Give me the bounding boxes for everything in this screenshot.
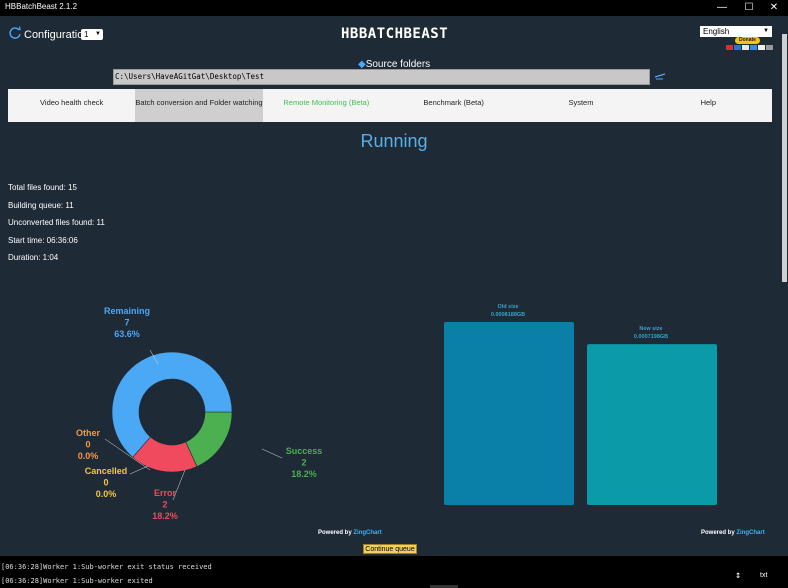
log-panel: [06:36:28]Worker 1:Sub-worker exit statu… (0, 556, 788, 588)
pie-label-success: 18.2% (291, 469, 317, 479)
source-folders-label: ◆Source folders (358, 59, 430, 70)
main-tabs: Video health check Batch conversion and … (8, 89, 772, 122)
window-title: HBBatchBeast 2.1.2 (5, 2, 78, 11)
powered-by-left: Powered by ZingChart (318, 530, 382, 536)
unconverted-files: Unconverted files found: 11 (8, 218, 105, 228)
pie-leader-line (129, 465, 149, 475)
refresh-icon[interactable] (8, 26, 22, 40)
powered-by-prefix: Powered by (318, 530, 352, 536)
tab-system[interactable]: System (568, 98, 594, 107)
total-files: Total files found: 15 (8, 183, 77, 192)
title-bar: HBBatchBeast 2.1.2 — ☐ ✕ (0, 0, 788, 16)
txt-button[interactable]: txt (760, 572, 768, 579)
queue-stats: Total files found: 15 Building queue: 11… (8, 183, 105, 271)
building-queue: Building queue: 11 (8, 200, 74, 210)
continue-queue-button[interactable]: Continue queue (363, 544, 417, 554)
diamond-icon: ◆ (358, 59, 366, 70)
pie-slice-remaining (111, 351, 233, 458)
pie-label-success: Success (286, 446, 323, 456)
powered-by-right: Powered by ZingChart (701, 530, 765, 536)
payment-cards (726, 45, 773, 50)
donate-button[interactable]: Donate (735, 37, 760, 44)
start-time: Start time: 06:36:06 (8, 235, 78, 245)
pie-leader-line (172, 469, 186, 501)
zingchart-link[interactable]: ZingChart (736, 530, 765, 536)
horizontal-scrollbar[interactable] (430, 585, 458, 588)
maximize-button[interactable]: ☐ (744, 2, 754, 13)
bar-old-size (444, 322, 574, 505)
pie-label-error: 2 (162, 500, 167, 510)
tab-video-health-check[interactable]: Video health check (40, 98, 104, 107)
bar-category-label: New size (639, 326, 662, 332)
folder-picker-icon[interactable] (654, 70, 666, 82)
pie-leader-line (104, 438, 151, 471)
card-icon (734, 45, 741, 50)
source-folder-input[interactable]: C:\Users\HaveAGitGat\Desktop\Test (113, 69, 650, 85)
minimize-button[interactable]: — (717, 2, 727, 13)
pie-leader-line (149, 349, 159, 365)
source-folders-text: Source folders (365, 59, 431, 70)
tab-remote-monitoring[interactable]: Remote Monitoring (Beta) (283, 98, 370, 107)
size-bar-chart: Old size 0.0008188GB New size 0.0007198GB (444, 304, 717, 505)
card-icon (726, 45, 733, 50)
configuration-label: Configuration (24, 29, 90, 41)
status-heading: Running (360, 131, 428, 151)
scroll-toggle-icon[interactable]: ↕ (735, 570, 742, 581)
zingchart-link[interactable]: ZingChart (353, 530, 382, 536)
tab-help[interactable]: Help (700, 98, 717, 107)
pie-label-cancelled: Cancelled (85, 466, 128, 476)
chevron-down-icon: ▼ (763, 28, 769, 34)
powered-by-prefix: Powered by (701, 530, 735, 536)
pie-label-cancelled: 0.0% (96, 489, 117, 499)
pie-label-error: 18.2% (152, 511, 178, 521)
log-line: [06:36:28]Worker 1:Sub-worker exited (1, 577, 153, 585)
pie-label-other: 0 (85, 440, 90, 450)
pie-label-other: Other (76, 428, 101, 438)
card-icon (742, 45, 749, 50)
configuration-value: 1 (84, 30, 89, 39)
log-line: [06:36:28]Worker 1:Sub-worker exit statu… (1, 563, 212, 571)
pie-label-remaining: 7 (124, 318, 129, 328)
language-select[interactable]: English ▼ (700, 26, 772, 37)
bar-value-label: 0.0007198GB (634, 334, 668, 340)
pie-label-cancelled: 0 (103, 478, 108, 488)
scrollbar-thumb[interactable] (782, 34, 787, 282)
bar-value-label: 0.0008188GB (491, 312, 525, 318)
card-icon (766, 45, 773, 50)
card-icon (758, 45, 765, 50)
pie-label-success: 2 (301, 458, 306, 468)
pie-label-error: Error (154, 488, 177, 498)
language-value: English (703, 27, 730, 36)
pie-label-remaining: 63.6% (114, 329, 140, 339)
tab-batch-conversion[interactable]: Batch conversion and Folder watching (135, 89, 263, 122)
close-button[interactable]: ✕ (769, 2, 779, 13)
vertical-scrollbar[interactable] (781, 16, 788, 556)
pie-label-remaining: Remaining (104, 306, 150, 316)
card-icon (750, 45, 757, 50)
pie-label-other: 0.0% (78, 451, 99, 461)
bar-category-label: Old size (497, 304, 518, 310)
configuration-select[interactable]: 1 ▼ (81, 29, 103, 40)
bar-new-size (587, 344, 717, 505)
tab-benchmark[interactable]: Benchmark (Beta) (423, 98, 484, 107)
chevron-down-icon: ▼ (95, 31, 101, 37)
app-logo: HBBATCHBEAST (341, 26, 449, 42)
duration: Duration: 1:04 (8, 253, 59, 263)
pie-leader-line (261, 448, 283, 459)
status-pie-chart: Remaining763.6%Success218.2%Error218.2%C… (76, 306, 323, 521)
